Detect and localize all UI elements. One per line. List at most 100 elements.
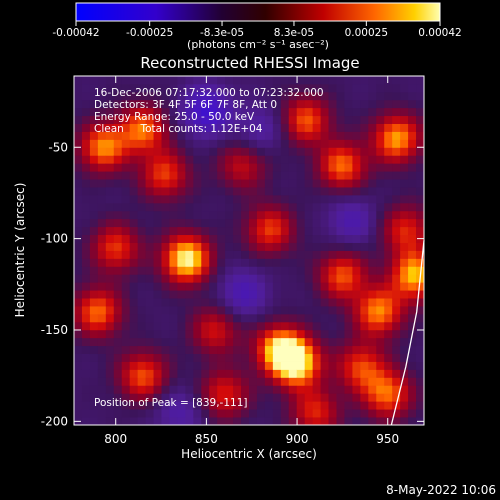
heatmap-cell xyxy=(217,155,226,164)
heatmap-cell xyxy=(320,353,329,362)
heatmap-cell xyxy=(129,353,139,362)
heatmap-cell xyxy=(217,258,226,267)
heatmap-cell xyxy=(249,107,258,117)
heatmap-cell xyxy=(241,290,250,299)
heatmap-cell xyxy=(264,91,274,101)
heatmap-cell xyxy=(201,313,210,323)
heatmap-cell xyxy=(193,99,202,109)
heatmap-cell xyxy=(153,321,162,331)
heatmap-cell xyxy=(217,171,226,180)
heatmap-cell xyxy=(121,337,131,347)
heatmap-cell xyxy=(256,210,266,220)
heatmap-cell xyxy=(344,163,353,172)
heatmap-cell xyxy=(225,234,234,243)
heatmap-cell xyxy=(336,385,345,394)
heatmap-cell xyxy=(193,202,202,212)
heatmap-cell xyxy=(105,99,115,109)
heatmap-cell xyxy=(177,83,186,93)
heatmap-cell xyxy=(169,274,178,283)
heatmap-cell xyxy=(233,321,242,331)
heatmap-cell xyxy=(392,107,401,117)
heatmap-cell xyxy=(344,393,353,402)
heatmap-cell xyxy=(81,274,91,283)
heatmap-cell xyxy=(169,131,178,140)
heatmap-cell xyxy=(145,409,154,418)
heatmap-cell xyxy=(121,401,131,410)
heatmap-cell xyxy=(233,107,242,117)
heatmap-cell xyxy=(296,361,306,370)
heatmap-cell xyxy=(145,250,154,259)
heatmap-cell xyxy=(408,266,417,275)
heatmap-cell xyxy=(153,115,162,124)
heatmap-cell xyxy=(209,345,218,355)
heatmap-cell xyxy=(352,123,361,132)
heatmap-cell xyxy=(264,298,274,307)
heatmap-cell xyxy=(185,155,194,164)
heatmap-cell xyxy=(288,361,298,370)
heatmap-cell xyxy=(177,306,186,315)
heatmap-cell xyxy=(256,131,266,140)
heatmap-cell xyxy=(280,91,290,101)
heatmap-cell xyxy=(296,282,306,291)
heatmap-cell xyxy=(113,187,123,196)
heatmap-cell xyxy=(105,179,115,188)
heatmap-cell xyxy=(193,139,202,148)
heatmap-cell xyxy=(336,115,345,124)
heatmap-cell xyxy=(328,194,337,204)
heatmap-cell xyxy=(328,107,337,117)
heatmap-cell xyxy=(74,369,83,378)
heatmap-cell xyxy=(336,401,345,410)
heatmap-cell xyxy=(352,194,361,204)
heatmap-cell xyxy=(105,258,115,267)
heatmap-cell xyxy=(217,353,226,362)
heatmap-cell xyxy=(368,226,377,236)
heatmap-cell xyxy=(352,266,361,275)
heatmap-cell xyxy=(89,298,99,307)
heatmap-cell xyxy=(368,83,377,93)
heatmap-cell xyxy=(177,274,186,283)
heatmap-cell xyxy=(217,306,226,315)
heatmap-cell xyxy=(376,250,385,259)
heatmap-cell xyxy=(185,298,194,307)
heatmap-cell xyxy=(264,353,274,362)
heatmap-cell xyxy=(416,282,425,291)
heatmap-cell xyxy=(368,131,377,140)
heatmap-cell xyxy=(264,123,274,132)
heatmap-cell xyxy=(352,218,361,228)
heatmap-cell xyxy=(264,131,274,140)
heatmap-cell xyxy=(368,393,377,402)
heatmap-cell xyxy=(360,417,369,426)
heatmap-cell xyxy=(392,329,401,339)
heatmap-cell xyxy=(400,337,409,347)
heatmap-cell xyxy=(249,194,258,204)
heatmap-cell xyxy=(376,274,385,283)
heatmap-cells xyxy=(74,76,425,426)
heatmap-cell xyxy=(153,155,162,164)
heatmap-cell xyxy=(392,147,401,156)
heatmap-cell xyxy=(368,123,377,132)
heatmap-cell xyxy=(288,194,298,204)
heatmap-cell xyxy=(304,274,314,283)
heatmap-cell xyxy=(384,321,393,331)
heatmap-cell xyxy=(225,393,234,402)
heatmap-cell xyxy=(81,194,91,204)
heatmap-cell xyxy=(81,313,91,323)
heatmap-cell xyxy=(137,282,146,291)
heatmap-cell xyxy=(241,353,250,362)
heatmap-cell xyxy=(113,226,123,236)
heatmap-cell xyxy=(74,274,83,283)
heatmap-cell xyxy=(296,417,306,426)
heatmap-cell xyxy=(280,179,290,188)
heatmap-cell xyxy=(376,329,385,339)
heatmap-cell xyxy=(209,361,218,370)
heatmap-cell xyxy=(201,76,210,85)
heatmap-cell xyxy=(113,218,123,228)
heatmap-cell xyxy=(105,123,115,132)
heatmap-cell xyxy=(161,171,170,180)
heatmap-cell xyxy=(209,377,218,386)
heatmap-cell xyxy=(177,258,186,267)
heatmap-cell xyxy=(209,250,218,259)
heatmap-cell xyxy=(320,417,329,426)
heatmap-cell xyxy=(241,385,250,394)
heatmap-cell xyxy=(241,234,250,243)
